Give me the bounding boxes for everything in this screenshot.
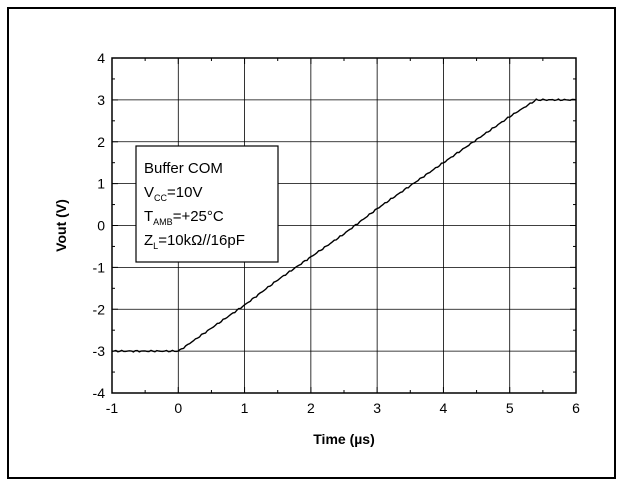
y-tick-labels: 4 3 2 1 0 -1 -2 -3 -4 (93, 50, 106, 401)
x-tick-label: 1 (241, 400, 249, 416)
x-tick-label: 5 (506, 400, 514, 416)
x-tick-label: 6 (572, 400, 580, 416)
x-tick-label: -1 (106, 400, 119, 416)
legend-line-2: VCC=10V (144, 184, 202, 203)
y-axis-title: Vout (V) (53, 199, 69, 252)
y-tick-label: -3 (93, 343, 106, 359)
y-tick-label: 0 (97, 218, 105, 234)
legend-line-4: ZL=10kΩ//16pF (144, 232, 245, 251)
y-tick-label: -4 (93, 385, 106, 401)
y-tick-label: 4 (97, 50, 105, 66)
legend-line-1: Buffer COM (144, 160, 223, 177)
x-axis-title: Time (µs) (313, 431, 375, 447)
series-layer (111, 98, 577, 353)
x-tick-labels: -1 0 1 2 3 4 5 6 (106, 400, 580, 416)
x-tick-label: 3 (373, 400, 381, 416)
y-tick-label: -1 (93, 259, 106, 275)
vout-trace (111, 98, 577, 353)
y-tick-label: -2 (93, 301, 106, 317)
legend-box: Buffer COM VCC=10V TAMB=+25°C ZL=10kΩ//1… (135, 145, 279, 263)
legend-line-3: TAMB=+25°C (144, 208, 224, 227)
x-tick-label: 4 (440, 400, 448, 416)
y-tick-label: 1 (97, 176, 105, 192)
y-tick-label: 3 (97, 92, 105, 108)
figure-frame (7, 7, 616, 479)
x-tick-label: 0 (174, 400, 182, 416)
y-tick-label: 2 (97, 134, 105, 150)
axis-ticks (111, 57, 577, 394)
x-tick-label: 2 (307, 400, 315, 416)
